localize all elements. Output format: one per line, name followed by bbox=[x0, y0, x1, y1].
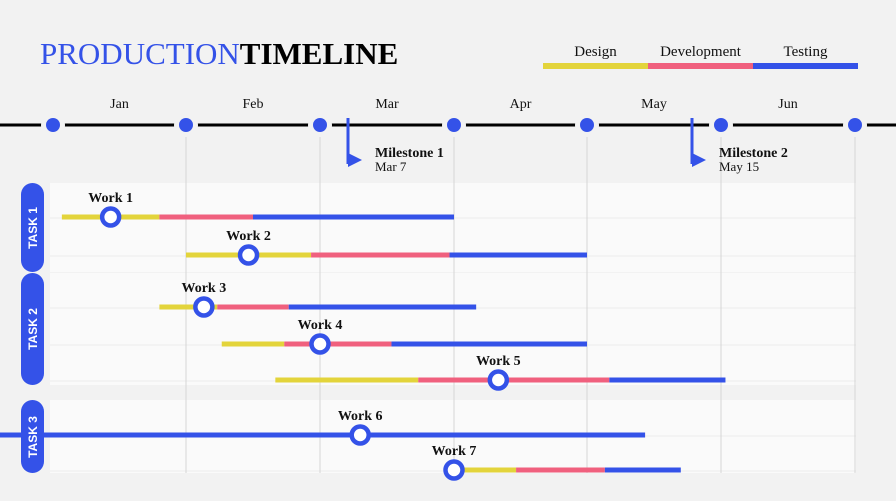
milestone-flag bbox=[692, 153, 706, 167]
legend-item-testing: Testing bbox=[753, 44, 858, 70]
legend-label: Design bbox=[574, 44, 617, 60]
month-label: Apr bbox=[509, 97, 532, 112]
month-dot bbox=[848, 118, 862, 132]
task-label: TASK 2 bbox=[25, 308, 40, 350]
legend-label: Development bbox=[660, 44, 741, 60]
legend-swatch bbox=[753, 63, 858, 69]
work-label: Work 5 bbox=[475, 354, 521, 369]
legend-item-development: Development bbox=[648, 44, 753, 70]
legend-item-design: Design bbox=[543, 44, 648, 70]
task-label: TASK 1 bbox=[25, 206, 40, 249]
milestone-flag bbox=[348, 153, 362, 167]
month-label: Jun bbox=[778, 97, 798, 112]
work-marker bbox=[193, 296, 215, 318]
title-part-timeline: TIMELINE bbox=[239, 36, 399, 71]
task-pill: TASK 2 bbox=[21, 273, 44, 385]
task-panel bbox=[50, 273, 856, 385]
work-label: Work 3 bbox=[181, 281, 227, 296]
milestone-date: May 15 bbox=[719, 159, 760, 174]
work-label: Work 2 bbox=[226, 229, 271, 244]
month-dot bbox=[714, 118, 728, 132]
task-panel bbox=[50, 183, 856, 272]
work-label: Work 4 bbox=[297, 318, 343, 333]
legend-swatch bbox=[648, 63, 753, 69]
month-dot bbox=[46, 118, 60, 132]
legend-label: Testing bbox=[783, 44, 828, 60]
legend-swatch bbox=[543, 63, 648, 69]
month-dot bbox=[580, 118, 594, 132]
month-dot bbox=[447, 118, 461, 132]
milestone-date: Mar 7 bbox=[375, 159, 407, 174]
milestone-title: Milestone 1 bbox=[375, 146, 444, 161]
work-marker bbox=[349, 424, 371, 446]
month-dot bbox=[313, 118, 327, 132]
task-pill: TASK 1 bbox=[21, 183, 44, 272]
task-label: TASK 3 bbox=[25, 415, 40, 458]
work-marker bbox=[237, 244, 260, 266]
month-dot bbox=[179, 118, 193, 132]
month-label: May bbox=[641, 97, 667, 112]
work-marker bbox=[99, 206, 122, 228]
work-marker bbox=[443, 459, 465, 481]
work-label: Work 1 bbox=[88, 191, 133, 206]
work-marker bbox=[309, 333, 331, 355]
work-label: Work 6 bbox=[337, 409, 383, 424]
month-label: Mar bbox=[375, 97, 399, 112]
month-label: Jan bbox=[110, 97, 129, 112]
milestone-title: Milestone 2 bbox=[719, 146, 788, 161]
work-marker bbox=[487, 369, 510, 391]
legend: Design Development Testing bbox=[543, 44, 858, 70]
month-label: Feb bbox=[242, 97, 264, 112]
task-pill: TASK 3 bbox=[21, 400, 44, 473]
work-label: Work 7 bbox=[431, 444, 477, 459]
title-part-production: PRODUCTION bbox=[40, 36, 240, 71]
chart-title: PRODUCTIONTIMELINE bbox=[40, 36, 398, 72]
